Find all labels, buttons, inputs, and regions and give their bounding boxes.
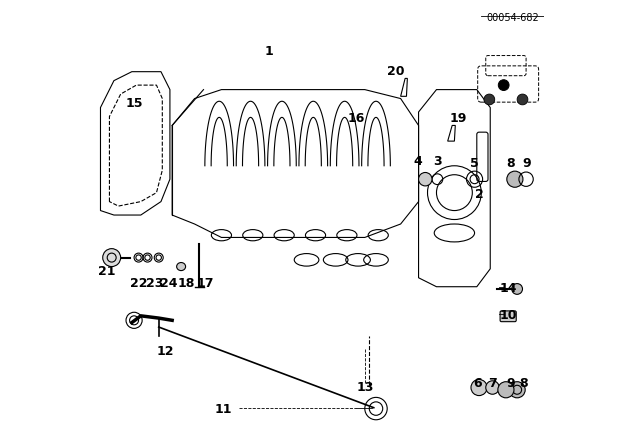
FancyBboxPatch shape	[500, 311, 516, 322]
Text: 19: 19	[449, 112, 467, 125]
Text: 10: 10	[499, 309, 517, 323]
Text: 20: 20	[387, 65, 405, 78]
Text: 2: 2	[475, 188, 483, 202]
Text: 4: 4	[413, 155, 422, 168]
Circle shape	[509, 382, 525, 398]
Circle shape	[103, 249, 121, 267]
Text: 15: 15	[125, 96, 143, 110]
Circle shape	[507, 171, 523, 187]
Text: 1: 1	[264, 45, 273, 58]
Text: 17: 17	[197, 276, 214, 290]
Circle shape	[486, 381, 499, 394]
Text: 00054-682: 00054-682	[486, 13, 539, 23]
Text: 16: 16	[347, 112, 365, 125]
Text: 5: 5	[470, 157, 479, 170]
Circle shape	[484, 94, 495, 105]
Text: 23: 23	[145, 276, 163, 290]
Text: 9: 9	[506, 376, 515, 390]
Text: 14: 14	[499, 282, 517, 296]
Ellipse shape	[177, 263, 186, 271]
Circle shape	[471, 379, 487, 396]
Circle shape	[512, 284, 522, 294]
Text: 11: 11	[215, 403, 232, 417]
Text: 6: 6	[474, 376, 482, 390]
Text: 13: 13	[356, 381, 374, 394]
Circle shape	[499, 80, 509, 90]
Text: 7: 7	[488, 376, 497, 390]
Text: 21: 21	[99, 264, 116, 278]
Text: 24: 24	[160, 276, 177, 290]
Text: 9: 9	[523, 157, 531, 170]
Text: 22: 22	[130, 276, 147, 290]
Circle shape	[517, 94, 528, 105]
Text: 18: 18	[178, 276, 195, 290]
Circle shape	[498, 382, 514, 398]
Text: 3: 3	[433, 155, 442, 168]
Text: 8: 8	[506, 157, 515, 170]
Text: 8: 8	[520, 376, 528, 390]
Circle shape	[419, 172, 432, 186]
Text: 12: 12	[157, 345, 174, 358]
